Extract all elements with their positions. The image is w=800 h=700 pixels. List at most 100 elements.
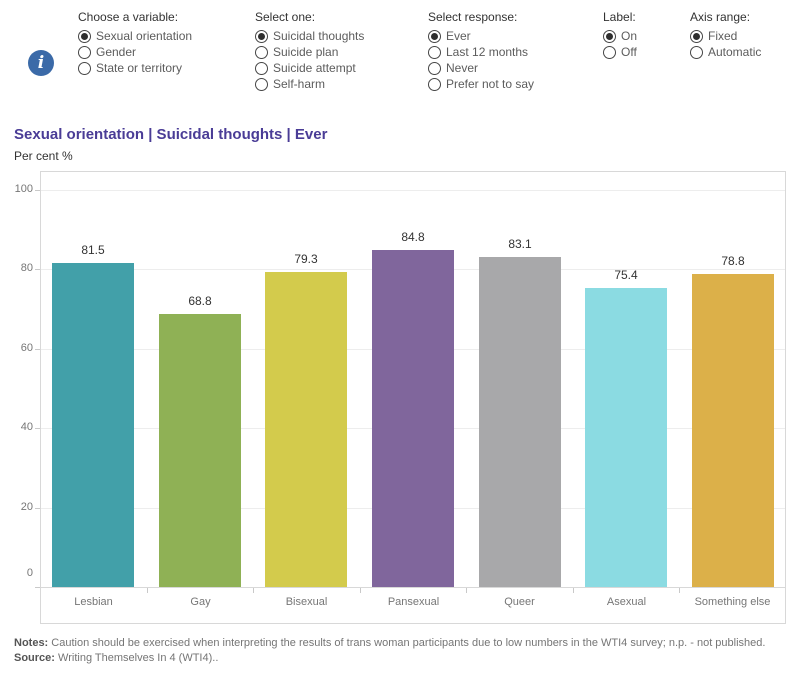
radio-button-icon (78, 61, 91, 75)
source-line: Source: Writing Themselves In 4 (WTI4).. (14, 651, 792, 666)
control-group-label: Select one: (255, 10, 316, 24)
bar-asexual[interactable] (585, 288, 667, 587)
radio-option-label: On (621, 29, 638, 43)
radio-state-or-territory[interactable]: State or territory (78, 60, 192, 76)
radio-option-label: Suicidal thoughts (273, 29, 365, 43)
page-title: Sexual orientation | Suicidal thoughts |… (14, 126, 328, 143)
x-axis-tick (147, 588, 148, 593)
radio-button-icon (78, 45, 91, 59)
bar-something-else[interactable] (692, 274, 774, 587)
radio-option-label: Last 12 months (446, 45, 529, 59)
bar-value-label: 79.3 (294, 252, 318, 266)
radio-ever[interactable]: Ever (428, 28, 534, 44)
radio-option-label: Off (621, 45, 637, 59)
gridline-100 (41, 190, 785, 191)
y-axis-unit-label: Per cent % (14, 149, 73, 163)
radio-option-label: Prefer not to say (446, 77, 535, 91)
radio-option-label: Sexual orientation (96, 29, 193, 43)
notes-line: Notes: Caution should be exercised when … (14, 636, 792, 651)
bar-value-label: 81.5 (81, 243, 105, 257)
x-axis-category-label: Asexual (606, 596, 647, 608)
x-axis-tick (253, 588, 254, 593)
radio-sexual-orientation[interactable]: Sexual orientation (78, 28, 192, 44)
control-group-choose-a-variable: Choose a variable: Sexual orientation Gend… (78, 10, 192, 76)
radio-option-label: Gender (96, 45, 137, 59)
radio-on[interactable]: On (603, 28, 637, 44)
radio-option-label: Suicide plan (273, 45, 339, 59)
control-group-label: Label: (603, 10, 636, 24)
bar-queer[interactable] (479, 257, 561, 587)
radio-button-icon (428, 45, 441, 59)
radio-fixed[interactable]: Fixed (690, 28, 761, 44)
info-icon[interactable]: i (28, 50, 54, 76)
radio-off[interactable]: Off (603, 44, 637, 60)
bar-value-label: 68.8 (188, 294, 212, 308)
control-group-label: Label: On Off (603, 10, 637, 60)
radio-option-label: Automatic (708, 45, 762, 59)
control-group-label: Select response: (428, 10, 518, 24)
x-axis-category-label: Bisexual (285, 596, 328, 608)
x-axis-line (40, 587, 786, 588)
radio-button-icon (428, 77, 441, 91)
y-axis-tick-label: 20 (20, 501, 33, 513)
radio-self-harm[interactable]: Self-harm (255, 76, 364, 92)
x-axis-category-label: Gay (190, 596, 211, 608)
radio-option-label: Suicide attempt (273, 61, 356, 75)
source-label: Source: (14, 652, 55, 664)
radio-button-icon (603, 29, 616, 43)
notes-text: Caution should be exercised when interpr… (51, 637, 766, 649)
y-axis-tick (35, 349, 40, 350)
radio-prefer-not-to-say[interactable]: Prefer not to say (428, 76, 534, 92)
x-axis-category-label: Pansexual (387, 596, 440, 608)
bar-lesbian[interactable] (52, 263, 134, 587)
radio-option-label: Ever (446, 29, 471, 43)
y-axis-tick-label: 60 (20, 342, 33, 354)
x-axis-tick (679, 588, 680, 593)
bar-value-label: 75.4 (614, 268, 638, 282)
bar-gay[interactable] (159, 314, 241, 587)
x-axis-tick (360, 588, 361, 593)
control-group-select-one: Select one: Suicidal thoughts Suicide plan… (255, 10, 364, 92)
bar-pansexual[interactable] (372, 250, 454, 587)
y-axis-tick (35, 587, 40, 588)
y-axis-tick-label: 80 (20, 262, 33, 274)
radio-option-label: Fixed (708, 29, 738, 43)
y-axis-tick-label: 40 (20, 421, 33, 433)
radio-last-12-months[interactable]: Last 12 months (428, 44, 534, 60)
x-axis-category-label: Queer (504, 596, 535, 608)
radio-option-label: State or territory (96, 61, 183, 75)
radio-button-icon (603, 45, 616, 59)
radio-automatic[interactable]: Automatic (690, 44, 761, 60)
x-axis-category-label: Lesbian (74, 596, 113, 608)
control-group-label: Axis range: (690, 10, 751, 24)
radio-button-icon (78, 29, 91, 43)
chart-footnotes: Notes: Caution should be exercised when … (14, 636, 792, 666)
radio-button-icon (428, 29, 441, 43)
bar-value-label: 83.1 (508, 237, 532, 251)
radio-button-icon (690, 29, 703, 43)
radio-suicide-plan[interactable]: Suicide plan (255, 44, 364, 60)
bar-value-label: 78.8 (721, 254, 745, 268)
radio-option-label: Self-harm (273, 77, 326, 91)
radio-never[interactable]: Never (428, 60, 534, 76)
radio-button-icon (255, 45, 268, 59)
bar-bisexual[interactable] (265, 272, 347, 587)
y-axis-tick-label: 0 (26, 567, 33, 579)
control-group-select-response: Select response: Ever Last 12 months Never P… (428, 10, 534, 92)
radio-suicide-attempt[interactable]: Suicide attempt (255, 60, 364, 76)
radio-button-icon (690, 45, 703, 59)
radio-button-icon (255, 61, 268, 75)
x-axis-tick (466, 588, 467, 593)
radio-button-icon (428, 61, 441, 75)
notes-label: Notes: (14, 637, 49, 649)
control-group-label: Choose a variable: (78, 10, 179, 24)
y-axis-tick (35, 190, 40, 191)
radio-gender[interactable]: Gender (78, 44, 192, 60)
radio-option-label: Never (446, 61, 479, 75)
radio-suicidal-thoughts[interactable]: Suicidal thoughts (255, 28, 364, 44)
y-axis-tick (35, 508, 40, 509)
source-text: Writing Themselves In 4 (WTI4).. (58, 652, 219, 664)
x-axis-tick (573, 588, 574, 593)
radio-button-icon (255, 29, 268, 43)
